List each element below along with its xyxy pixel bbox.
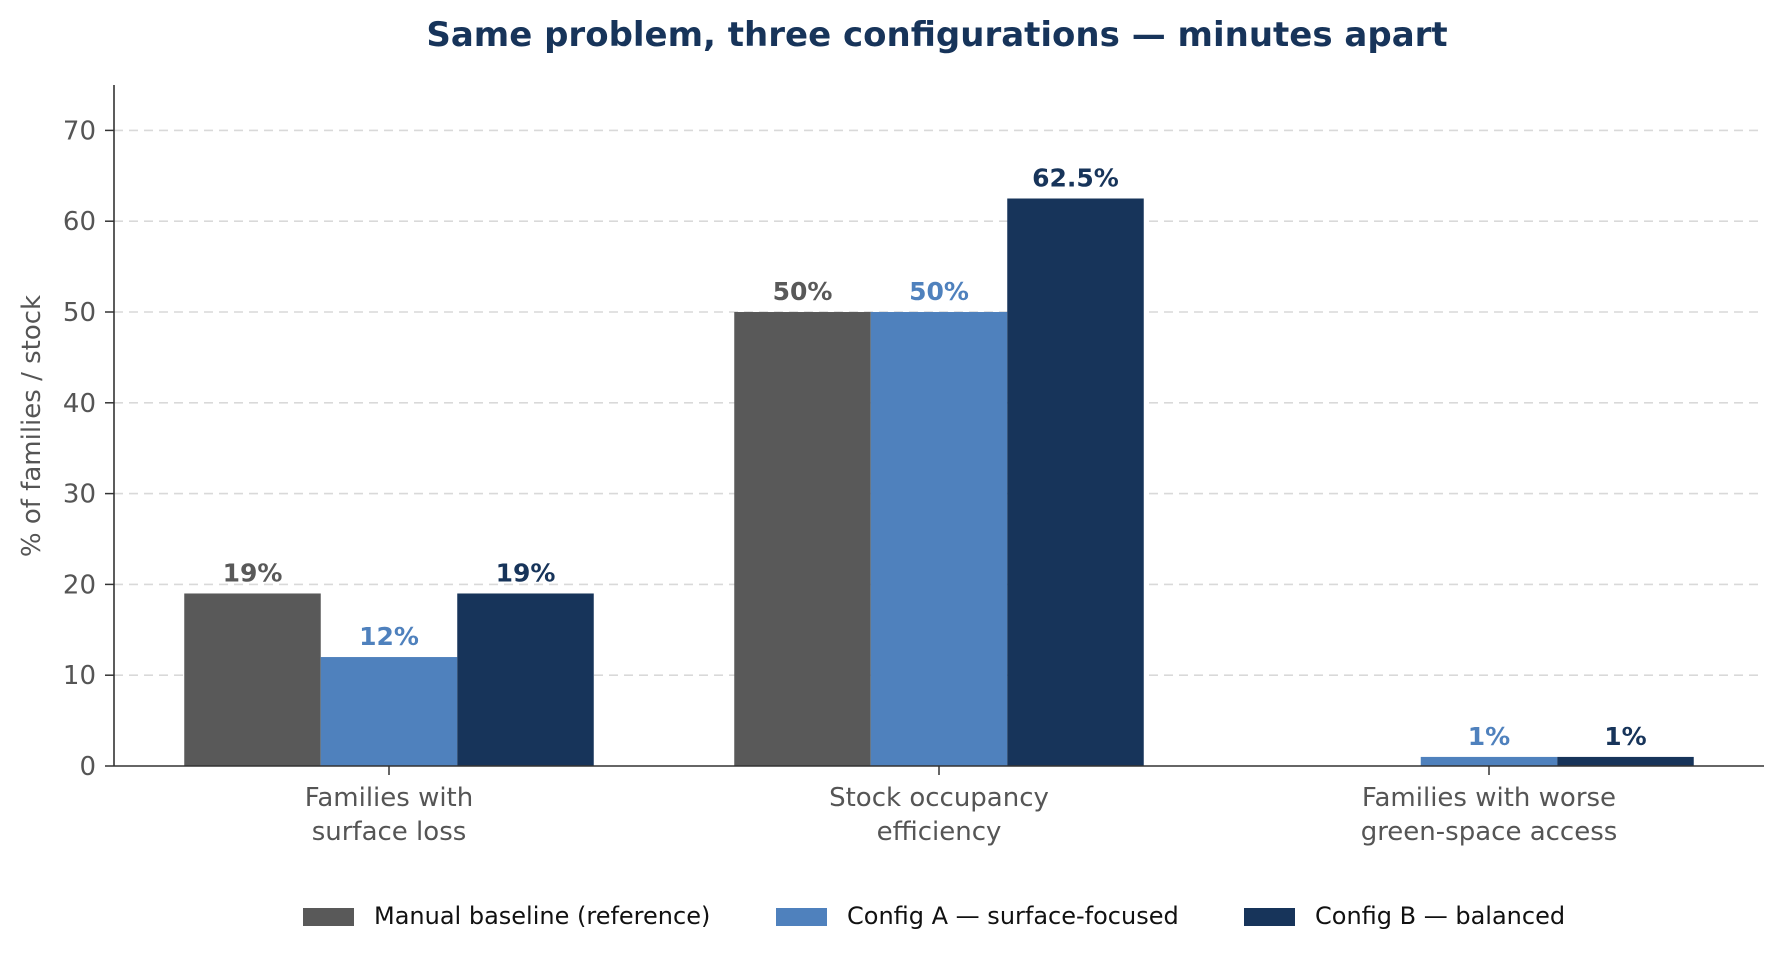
y-tick-label: 60 [63,207,96,237]
bar [1557,756,1694,766]
y-tick-label: 70 [63,116,96,146]
y-axis-label: % of families / stock [17,295,47,557]
chart-title: Same problem, three configurations — min… [426,15,1447,55]
x-tick-label: efficiency [877,817,1002,847]
legend-label: Manual baseline (reference) [374,902,710,930]
y-tick-label: 20 [63,570,96,600]
data-label: 19% [223,558,283,587]
y-tick-label: 40 [63,389,96,419]
bar [870,312,1008,766]
bar [320,657,458,766]
legend-swatch [1244,908,1295,926]
legend-swatch [303,908,354,926]
x-tick-label: green-space access [1361,817,1618,847]
x-tick-label: Stock occupancy [829,783,1049,813]
legend-label: Config B — balanced [1315,902,1565,930]
data-label: 50% [773,277,833,306]
legend-label: Config A — surface-focused [847,902,1179,930]
bar [1420,756,1558,766]
data-labels: 19% 12% 19% 50% 50% 62.5% 1% 1% [223,164,1647,751]
y-tick-label: 30 [63,480,96,510]
x-tick-label: surface loss [312,817,467,847]
legend: Manual baseline (reference) Config A — su… [303,902,1565,930]
bars [184,198,1694,766]
bar [184,593,321,766]
y-tick-label: 0 [79,752,96,782]
x-tick-label: Families with worse [1362,783,1616,813]
data-label: 12% [359,622,419,651]
data-label: 62.5% [1032,164,1119,193]
data-label: 1% [1468,722,1510,751]
data-label: 19% [496,558,556,587]
data-label: 1% [1604,722,1646,751]
bar [1007,198,1144,766]
bar [734,312,871,766]
x-ticks: Families with surface loss Stock occupancy… [305,766,1618,847]
y-tick-label: 50 [63,298,96,328]
legend-swatch [776,908,827,926]
x-tick-label: Families with [305,783,473,813]
y-ticks: 0 10 20 30 40 50 60 70 [63,116,114,782]
y-tick-label: 10 [63,661,96,691]
bar [457,593,594,766]
data-label: 50% [909,277,969,306]
